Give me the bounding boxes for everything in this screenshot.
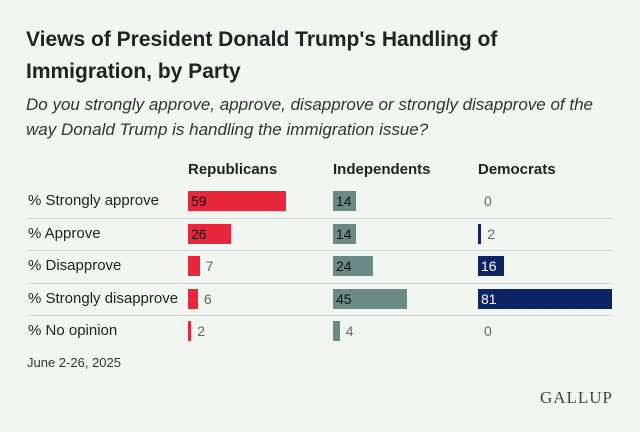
value-label-republicans-strongly-disapprove: 6 [203, 290, 212, 307]
bar-independents-disapprove [333, 256, 373, 277]
row-divider [28, 315, 612, 316]
bar-democrats-disapprove [478, 256, 505, 277]
bar-independents-approve [333, 223, 357, 244]
bar-republicans-no-opinion [188, 321, 192, 342]
bar-republicans-strongly-approve [188, 191, 286, 212]
value-label-democrats-strongly-approve: 0 [484, 193, 492, 210]
row-label-approve: % Approve [28, 224, 101, 242]
row-label-disapprove: % Disapprove [28, 257, 122, 275]
bar-democrats-strongly-disapprove [478, 288, 612, 309]
row-label-no-opinion: % No opinion [28, 322, 118, 340]
bar-independents-strongly-approve [333, 191, 357, 212]
bar-democrats-approve [478, 223, 482, 244]
value-label-republicans-disapprove: 7 [205, 258, 214, 275]
value-label-democrats-disapprove: 16 [481, 258, 497, 275]
value-label-republicans-approve: 26 [191, 225, 207, 242]
row-divider [28, 250, 612, 251]
column-header-republicans: Republicans [188, 161, 278, 178]
value-label-republicans-strongly-approve: 59 [191, 193, 207, 210]
bar-republicans-strongly-disapprove [188, 288, 198, 309]
row-divider [28, 282, 612, 284]
survey-date: June 2-26, 2025 [27, 355, 121, 370]
column-header-democrats: Democrats [478, 161, 556, 178]
row-label-strongly-approve: % Strongly approve [28, 192, 159, 210]
chart-subtitle: Do you strongly approve, approve, disapp… [26, 95, 593, 139]
bar-republicans-disapprove [188, 256, 200, 277]
bar-republicans-approve [188, 223, 231, 244]
value-label-democrats-no-opinion: 0 [484, 323, 492, 340]
row-label-strongly-disapprove: % Strongly disapprove [28, 289, 179, 307]
value-label-independents-strongly-disapprove: 45 [336, 290, 352, 307]
bar-independents-strongly-disapprove [333, 288, 408, 309]
value-label-independents-no-opinion: 4 [345, 323, 354, 340]
value-label-republicans-no-opinion: 2 [197, 323, 206, 340]
column-header-independents: Independents [333, 161, 431, 178]
value-label-independents-strongly-approve: 14 [336, 193, 352, 210]
row-divider [28, 217, 612, 219]
value-label-democrats-strongly-disapprove: 81 [481, 290, 497, 307]
bar-independents-no-opinion [333, 321, 340, 342]
gallup-logo: GALLUP [539, 388, 613, 407]
chart-title: Views of President Donald Trump's Handli… [26, 28, 498, 83]
value-label-democrats-approve: 2 [487, 225, 496, 242]
value-label-independents-approve: 14 [336, 225, 352, 242]
value-label-independents-disapprove: 24 [336, 258, 352, 275]
